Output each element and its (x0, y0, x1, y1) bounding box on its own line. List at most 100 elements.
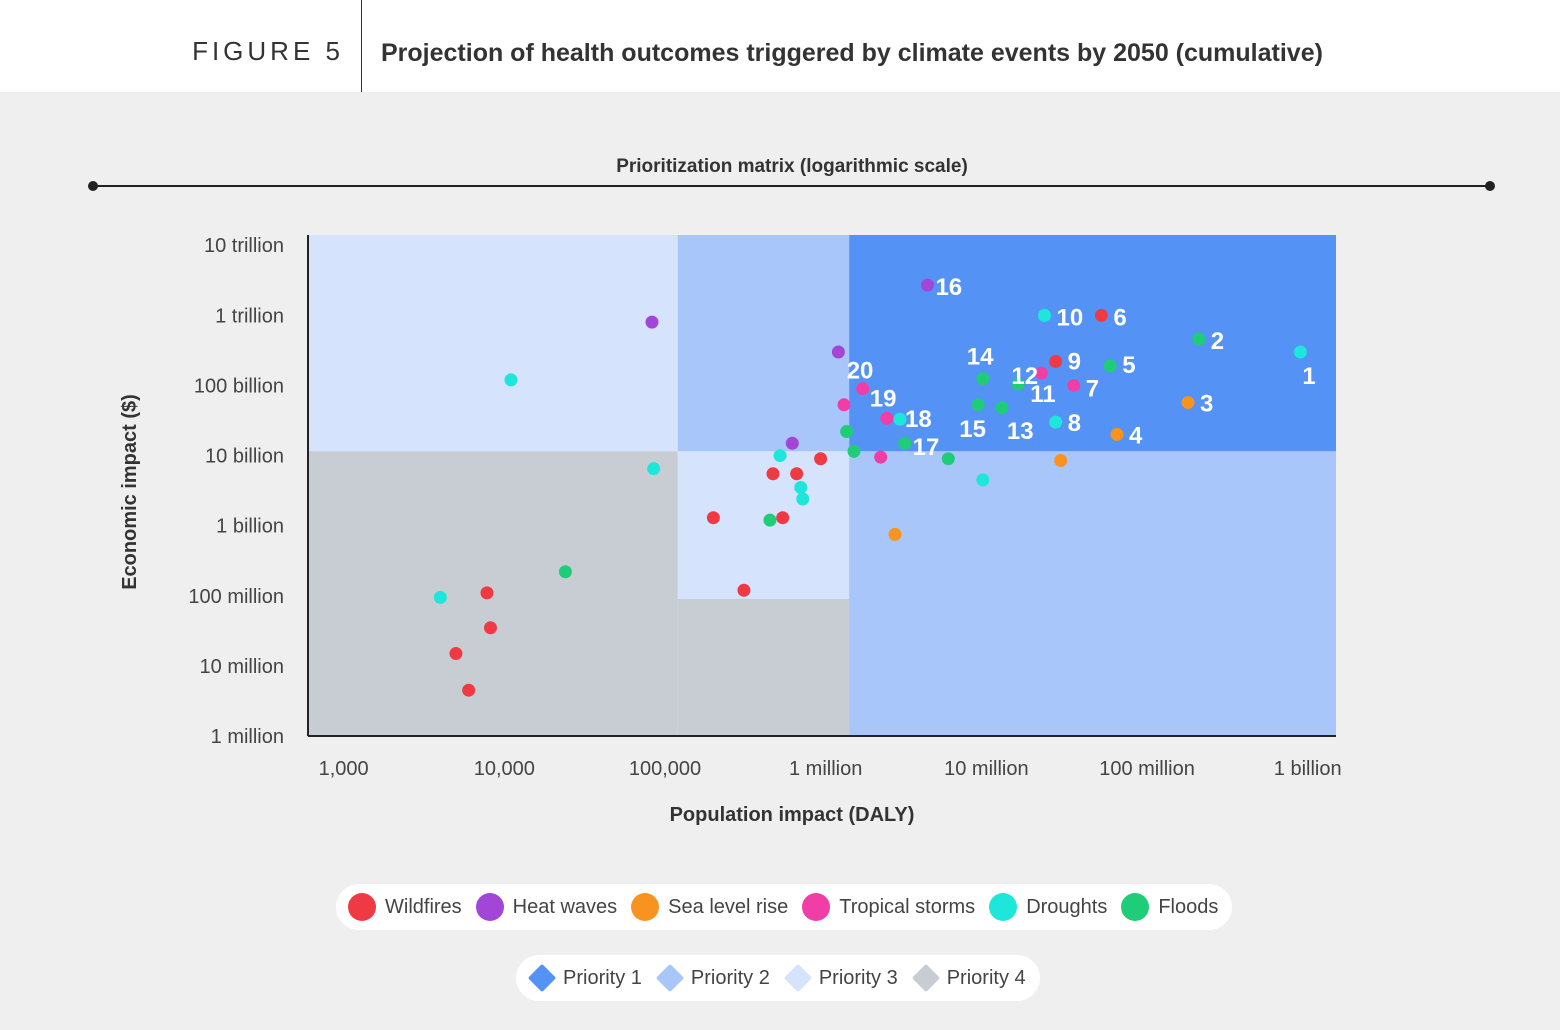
point-label-1: 1 (1302, 363, 1315, 390)
heat-waves-point-16 (920, 278, 934, 292)
x-axis-label: Population impact (DALY) (670, 804, 915, 826)
wildfires-point (462, 683, 476, 697)
priority-regions (308, 235, 1336, 736)
legend-item-wildfires: Wildfires (348, 893, 462, 921)
sea-level-rise-point-3 (1181, 396, 1195, 410)
x-tick-label: 10 million (944, 758, 1028, 780)
prioritization-matrix-chart: 10 trillion 1 trillion 100 billion 10 billi… (119, 235, 1342, 826)
event-legend: Wildfires Heat waves Sea level rise Tropica… (336, 884, 1233, 930)
point-label-16: 16 (935, 274, 962, 301)
droughts-point-10 (1037, 308, 1051, 322)
point-label-2: 2 (1211, 328, 1224, 355)
droughts-point (796, 492, 810, 506)
rule-right-endpoint (1485, 181, 1495, 191)
legend-label: Sea level rise (668, 895, 789, 918)
point-label-8: 8 (1068, 410, 1081, 437)
wildfires-point (814, 452, 828, 466)
legend-item-floods: Floods (1121, 893, 1218, 921)
legend-swatch (348, 893, 376, 921)
point-label-19: 19 (870, 385, 897, 412)
legend-swatch (989, 893, 1018, 921)
tropical-storms-point-7 (1067, 378, 1081, 392)
point-label-3: 3 (1200, 391, 1213, 418)
legend-swatch (802, 893, 831, 921)
sea-level-rise-point-4 (1110, 427, 1124, 441)
legend-label: Priority 2 (690, 966, 770, 989)
droughts-point (773, 449, 787, 463)
figure-label: FIGURE 5 (192, 36, 344, 66)
tropical-storms-point-20 (856, 382, 870, 396)
legend-label: Priority 1 (563, 966, 642, 989)
region-priority-1-2 (849, 235, 1336, 452)
droughts-point-1 (1293, 345, 1307, 359)
y-tick-label: 1 trillion (215, 305, 284, 327)
floods-point (941, 452, 955, 466)
point-label-12: 12 (1011, 363, 1038, 390)
heat-waves-point (831, 345, 845, 359)
wildfires-point (790, 467, 804, 481)
legend-diamond-swatch (911, 963, 940, 993)
droughts-point (976, 473, 990, 487)
point-label-6: 6 (1113, 304, 1126, 331)
y-tick-label: 10 billion (205, 446, 284, 468)
legend-label: Tropical storms (839, 895, 976, 918)
wildfires-point (737, 583, 751, 597)
figure-title: Projection of health outcomes triggered … (381, 39, 1323, 67)
legend-label: Floods (1158, 895, 1219, 918)
point-label-17: 17 (913, 434, 940, 461)
droughts-point (647, 462, 661, 476)
point-label-15: 15 (959, 416, 986, 443)
wildfires-point (449, 647, 463, 661)
legend-swatch (1121, 893, 1150, 921)
figure-header: FIGURE 5 Projection of health outcomes t… (0, 0, 1560, 92)
legend-label: Priority 3 (818, 966, 898, 989)
chart-title: Prioritization matrix (logarithmic scale… (616, 156, 968, 177)
legend-item-droughts: Droughts (989, 893, 1107, 921)
floods-point (840, 425, 854, 439)
x-tick-label: 1,000 (319, 758, 369, 780)
tropical-storms-point (874, 450, 888, 464)
droughts-point-18 (893, 412, 907, 426)
droughts-point (794, 481, 808, 495)
point-label-10: 10 (1056, 304, 1083, 331)
wildfires-point-6 (1094, 308, 1108, 322)
point-label-11: 11 (1030, 381, 1055, 408)
wildfires-point (480, 586, 494, 600)
legend-item-sea-level-rise: Sea level rise (631, 893, 788, 921)
floods-point-13 (995, 401, 1009, 415)
floods-point (558, 565, 572, 579)
wildfires-point-9 (1049, 354, 1063, 368)
region-priority-2-6 (849, 451, 1336, 736)
chart-axes: 10 trillion 1 trillion 100 billion 10 billi… (119, 235, 1342, 826)
y-axis-label: Economic impact ($) (119, 394, 141, 590)
point-label-18: 18 (905, 406, 932, 433)
wildfires-point (766, 467, 780, 481)
floods-point-5 (1103, 359, 1117, 373)
region-priority-4-5 (677, 598, 850, 736)
x-tick-label: 100,000 (629, 758, 701, 780)
legend-diamond-swatch (783, 963, 812, 993)
floods-point-11 (1011, 377, 1025, 391)
y-tick-label: 1 million (211, 726, 284, 748)
legend-item-priority-1: Priority 1 (527, 963, 642, 993)
title-rule (92, 185, 1490, 187)
rule-left-endpoint (88, 181, 98, 191)
x-tick-label: 100 million (1099, 758, 1195, 780)
legend-swatch (475, 893, 504, 921)
heat-waves-point (785, 436, 799, 450)
legend-item-heat-waves: Heat waves (475, 893, 617, 921)
legend-label: Wildfires (385, 895, 462, 918)
point-label-9: 9 (1068, 348, 1081, 375)
legend-item-priority-2: Priority 2 (655, 963, 770, 993)
legend-diamond-swatch (527, 963, 557, 993)
legend-label: Priority 4 (946, 966, 1026, 989)
legend-swatch (631, 893, 660, 921)
point-label-14: 14 (967, 344, 994, 371)
x-tick-label: 10,000 (474, 758, 535, 780)
point-label-20: 20 (847, 358, 874, 385)
droughts-point (433, 590, 447, 604)
y-tick-label: 10 million (200, 656, 284, 678)
x-tick-label: 1 billion (1274, 758, 1342, 780)
droughts-point-8 (1049, 415, 1063, 429)
